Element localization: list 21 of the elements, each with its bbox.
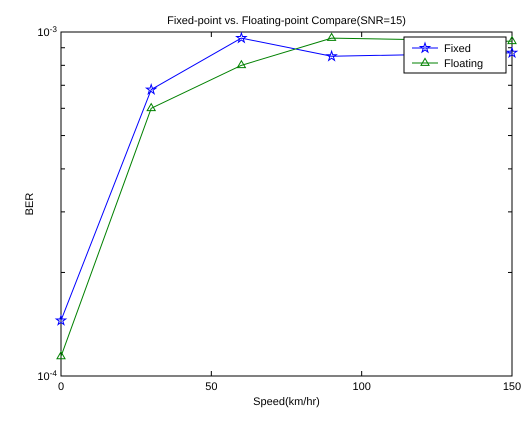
x-tick-label: 50: [205, 381, 218, 393]
legend-label: Fixed: [444, 43, 471, 55]
point: [326, 50, 337, 61]
point: [56, 314, 66, 326]
x-axis-title: Speed(km/hr): [253, 396, 320, 408]
legend-label: Floating: [444, 58, 484, 70]
point: [236, 32, 247, 43]
point: [506, 47, 518, 58]
point: [146, 103, 156, 112]
x-tick-label: 150: [502, 381, 522, 393]
point: [56, 351, 66, 360]
y-tick-label: 10$^{-4}$: [37, 368, 58, 383]
y-axis-title: BER: [24, 192, 36, 216]
point: [146, 84, 156, 94]
point: [327, 32, 336, 41]
x-tick-label: 0: [58, 381, 64, 393]
point: [507, 36, 517, 44]
point: [236, 60, 246, 68]
chart-title: Fixed-point vs. Floating-point Compare(SNR=15): [167, 15, 406, 27]
y-tick-label: 10$^{-3}$: [37, 24, 58, 39]
x-tick-label: 100: [352, 381, 371, 393]
